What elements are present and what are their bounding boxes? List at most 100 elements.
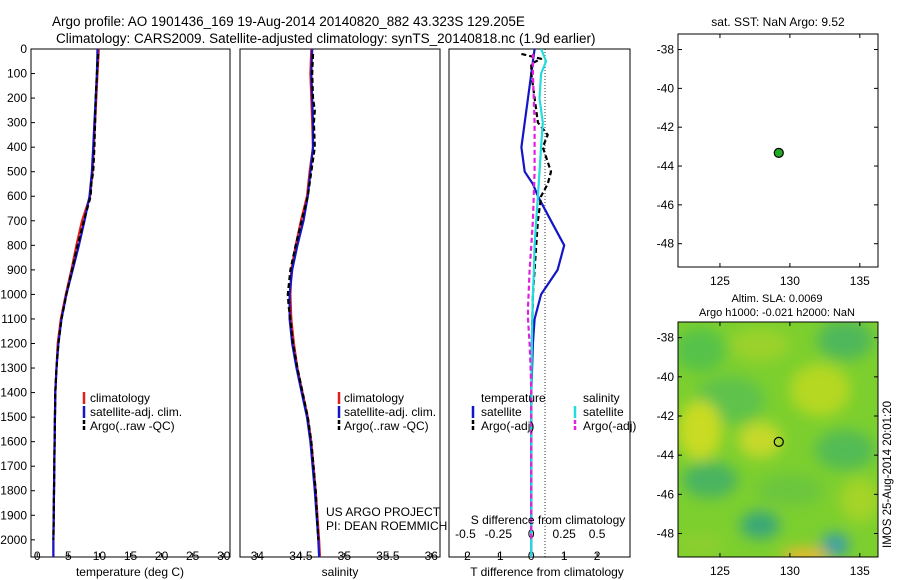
- depth-tick-label: 500: [7, 165, 27, 179]
- map-y-tick-label: -38: [657, 43, 675, 57]
- map-y-tick-label: -40: [657, 370, 675, 384]
- legend-sal-satellite-label: satellite: [583, 405, 624, 419]
- temperature-profiles: [52, 49, 100, 557]
- legend-argo-label: Argo(..raw -QC): [90, 419, 175, 433]
- x-tick-label: 30: [217, 549, 231, 563]
- x-tick-label: 10: [93, 549, 107, 563]
- temperature-xlabel: temperature (deg C): [76, 565, 184, 579]
- imos-watermark: IMOS 25-Aug-2014 20:01:20: [882, 401, 894, 548]
- depth-tick-label: 1200: [0, 336, 27, 350]
- map-y-tick-label: -48: [657, 527, 675, 541]
- x2-tick-label: -0.25: [485, 527, 513, 541]
- sst-map-tick-labels: 125 130 135 -38 -40 -42 -44 -46 -48: [657, 34, 878, 288]
- salinity-panel: 34 34.5 35 35.5 36 salinity climatology sate…: [239, 48, 447, 579]
- x-tick-label: 20: [155, 549, 169, 563]
- map-x-tick-label: 135: [850, 274, 870, 288]
- map-x-tick-label: 130: [780, 564, 800, 578]
- depth-tick-label: 0: [20, 42, 27, 56]
- x2-tick-label: 0.25: [553, 527, 577, 541]
- x-tick-label: -2: [460, 549, 471, 563]
- series-line-2: [286, 53, 320, 540]
- series-line-2: [52, 53, 100, 540]
- depth-tick-label: 300: [7, 116, 27, 130]
- depth-tick-label: 1400: [0, 386, 27, 400]
- map-y-tick-label: -42: [657, 409, 675, 423]
- salinity-tick-labels: 34 34.5 35 35.5 36: [251, 549, 439, 563]
- map-x-tick-label: 130: [780, 274, 800, 288]
- temperature-difference-xlabel: T difference from climatology: [470, 565, 624, 579]
- map-y-tick-label: -44: [657, 448, 675, 462]
- depth-tick-label: 1300: [0, 361, 27, 375]
- x-tick-label: 35.5: [376, 549, 400, 563]
- x-tick-label: 34.5: [289, 549, 313, 563]
- depth-tick-label: 1600: [0, 435, 27, 449]
- map-y-tick-label: -38: [657, 331, 675, 345]
- map-y-tick-label: -40: [657, 81, 675, 95]
- legend-temperature-heading: temperature: [481, 391, 546, 405]
- sla-map-title: Altim. SLA: 0.0069: [731, 293, 822, 305]
- x-tick-label: 15: [124, 549, 138, 563]
- legend-temp-argo-label: Argo(-adj): [481, 419, 534, 433]
- depth-tick-label: 1100: [1, 312, 27, 326]
- sla-heatmap: [678, 322, 878, 557]
- depth-tick-label: 900: [7, 263, 27, 277]
- legend-temp-satellite-label: satellite: [481, 405, 522, 419]
- map-y-tick-label: -46: [657, 198, 675, 212]
- depth-tick-label: 200: [7, 91, 27, 105]
- sla-map-panel: Altim. SLA: 0.0069 Argo h1000: -0.021 h2…: [657, 293, 894, 578]
- depth-tick-label: 700: [7, 214, 27, 228]
- map-x-tick-label: 135: [850, 564, 870, 578]
- depth-tick-label: 1500: [0, 410, 27, 424]
- argo-position-marker: [773, 147, 784, 158]
- x-tick-label: 35: [338, 549, 352, 563]
- x-tick-label: 1: [561, 549, 568, 563]
- legend-sal-argo-label: Argo(-adj): [583, 419, 636, 433]
- x-tick-label: 36: [425, 549, 439, 563]
- salinity-difference-xlabel: S difference from climatology: [471, 513, 626, 527]
- legend-climatology-label: climatology: [344, 391, 404, 405]
- difference-legend: temperature salinity satellite Argo(-adj…: [471, 391, 636, 433]
- depth-tick-label: 100: [7, 67, 27, 81]
- sla-map-subtitle: Argo h1000: -0.021 h2000: NaN: [699, 307, 855, 319]
- sst-map-panel: sat. SST: NaN Argo: 9.52 125 130 135 -38 -40…: [657, 15, 879, 288]
- sla-map-axes: [677, 321, 879, 558]
- depth-tick-label: 600: [7, 189, 27, 203]
- depth-tick-label: 1900: [0, 508, 27, 522]
- map-y-tick-label: -42: [657, 120, 675, 134]
- sst-map-title: sat. SST: NaN Argo: 9.52: [711, 15, 845, 29]
- depth-tick-label: 1800: [0, 484, 27, 498]
- x2-tick-label: -0.5: [455, 527, 476, 541]
- legend-satellite-label: satellite-adj. clim.: [90, 405, 182, 419]
- x-tick-label: -1: [493, 549, 504, 563]
- legend-argo-label: Argo(..raw -QC): [344, 419, 429, 433]
- credit-line-2: PI: DEAN ROEMMICH: [326, 519, 447, 533]
- depth-tick-label: 1700: [0, 459, 27, 473]
- depth-tick-label: 400: [7, 140, 27, 154]
- sla-map-tick-labels: 125 130 135 -38 -40 -42 -44 -46 -48: [657, 322, 878, 578]
- salinity-xlabel: salinity: [322, 565, 359, 579]
- map-x-tick-label: 125: [710, 274, 730, 288]
- figure-title: Argo profile: AO 1901436_169 19-Aug-2014…: [52, 14, 525, 29]
- x-tick-label: 34: [251, 549, 265, 563]
- map-y-tick-label: -48: [657, 237, 675, 251]
- map-y-tick-label: -44: [657, 159, 675, 173]
- temperature-tick-labels: 0 5 10 15 20 25 30: [34, 549, 231, 563]
- depth-tick-label: 800: [7, 238, 27, 252]
- legend-satellite-label: satellite-adj. clim.: [344, 405, 436, 419]
- legend-climatology-label: climatology: [90, 391, 150, 405]
- depth-tick-label: 1000: [0, 287, 27, 301]
- x2-tick-label: 0.5: [589, 527, 606, 541]
- map-y-tick-label: -46: [657, 487, 675, 501]
- credit-line-1: US ARGO PROJECT: [326, 505, 441, 519]
- x-tick-label: 0: [34, 549, 41, 563]
- temperature-axes: [30, 48, 231, 558]
- salinity-profiles: [286, 49, 322, 557]
- difference-profiles: [520, 49, 566, 557]
- difference-panel: -2 -1 0 1 2 -0.5 -0.25 0 0.25 0.5 S difference f…: [448, 48, 636, 579]
- x-tick-label: 5: [65, 549, 72, 563]
- salinity-legend: climatology satellite-adj. clim. Argo(..…: [337, 391, 436, 433]
- series-line-3: [526, 53, 536, 540]
- legend-salinity-heading: salinity: [583, 391, 620, 405]
- sst-map-points: [773, 147, 784, 158]
